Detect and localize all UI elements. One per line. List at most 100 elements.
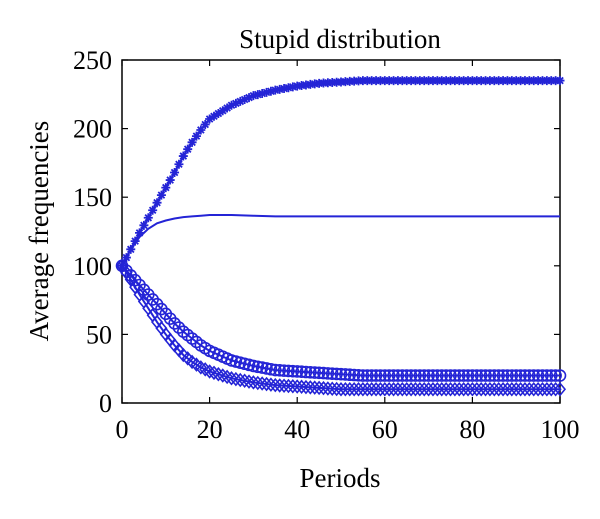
data-point	[413, 382, 426, 397]
data-point	[417, 369, 431, 382]
data-point	[457, 369, 470, 382]
series-line	[121, 79, 560, 267]
data-point	[391, 382, 404, 397]
y-tick-label: 100	[73, 252, 112, 281]
data-point	[365, 382, 378, 397]
data-point	[273, 378, 286, 393]
data-point	[356, 382, 369, 397]
data-point	[174, 159, 184, 169]
x-tick-label: 100	[541, 415, 580, 444]
data-point	[505, 382, 518, 397]
y-tick-label: 250	[73, 46, 112, 75]
data-point	[216, 368, 229, 383]
data-point	[523, 369, 536, 382]
data-point	[139, 220, 149, 230]
data-point	[527, 382, 540, 397]
data-point	[238, 373, 251, 389]
data-point	[391, 369, 405, 382]
data-point	[304, 365, 317, 379]
data-point	[361, 382, 374, 397]
data-point	[365, 369, 378, 382]
data-point	[200, 119, 210, 129]
data-point	[203, 364, 216, 379]
data-point	[405, 382, 418, 397]
data-point	[248, 91, 258, 101]
data-point	[227, 100, 236, 110]
data-point	[183, 144, 193, 154]
data-point	[374, 382, 387, 397]
data-point	[222, 103, 232, 113]
data-point	[308, 380, 321, 395]
data-point	[435, 382, 448, 397]
data-point	[170, 168, 180, 178]
data-point	[330, 367, 343, 381]
x-axis: 0 20 40 60 80 100	[116, 60, 580, 444]
data-point	[348, 382, 361, 397]
y-tick-label: 50	[86, 320, 112, 349]
data-point	[326, 381, 339, 396]
data-point	[492, 382, 505, 397]
data-point	[295, 379, 308, 395]
data-point	[536, 382, 549, 397]
data-point	[221, 369, 234, 385]
data-point	[290, 365, 304, 378]
data-point	[266, 86, 276, 96]
data-point	[461, 382, 475, 397]
data-point	[466, 369, 479, 382]
data-point	[382, 369, 396, 382]
data-point	[257, 88, 267, 98]
y-tick-label: 0	[99, 389, 112, 418]
data-point	[453, 382, 466, 397]
data-point	[461, 369, 475, 382]
data-point	[505, 369, 519, 382]
data-point	[213, 109, 223, 119]
data-point	[531, 369, 545, 382]
data-point	[413, 369, 427, 382]
data-point	[444, 382, 457, 397]
y-tick-label: 150	[73, 183, 112, 212]
data-point	[457, 382, 470, 397]
data-point	[409, 382, 422, 397]
data-point	[496, 369, 510, 382]
data-point	[165, 175, 175, 185]
data-point	[339, 382, 352, 397]
data-point	[466, 382, 479, 397]
data-point	[396, 369, 409, 382]
data-point	[343, 382, 356, 397]
data-point	[483, 369, 497, 382]
data-point	[205, 114, 215, 124]
series-group	[115, 76, 567, 397]
data-point	[387, 369, 400, 382]
data-point	[544, 369, 558, 382]
data-point	[209, 111, 219, 121]
data-point	[369, 369, 383, 382]
data-point	[251, 360, 265, 374]
data-point	[282, 364, 295, 378]
data-point	[479, 369, 492, 382]
data-point	[545, 382, 558, 397]
data-point	[518, 382, 532, 397]
series-diamond	[115, 258, 567, 397]
data-point	[479, 382, 492, 397]
data-point	[264, 362, 278, 376]
data-point	[152, 198, 162, 208]
data-point	[295, 365, 308, 379]
data-point	[299, 365, 313, 379]
data-point	[334, 367, 348, 381]
data-point	[444, 369, 457, 382]
data-point	[321, 381, 334, 396]
data-point	[435, 369, 449, 382]
data-point	[347, 368, 361, 382]
data-point	[378, 369, 392, 382]
data-point	[540, 382, 553, 397]
data-point	[470, 369, 484, 382]
data-point	[510, 382, 523, 397]
data-point	[255, 361, 269, 374]
data-point	[231, 98, 241, 108]
data-point	[374, 369, 387, 382]
data-point	[440, 382, 453, 397]
data-point	[218, 106, 228, 116]
y-axis: 0 50 100 150 200 250	[73, 46, 560, 418]
series-line	[121, 214, 560, 267]
